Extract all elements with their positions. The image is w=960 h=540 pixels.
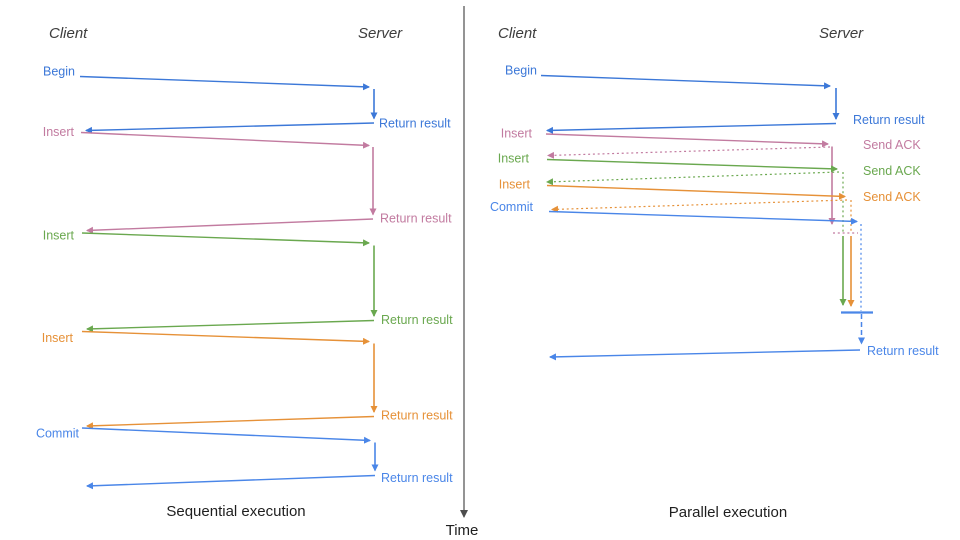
par-insert1-ack-arrow	[547, 146, 831, 159]
seq-insert2-request-arrow	[81, 232, 370, 247]
par-insert1-label: Insert	[501, 127, 533, 141]
seq-insert1-result-label: Return result	[380, 212, 452, 226]
seq-op-insert3: Insert Return result	[42, 330, 453, 430]
seq-insert2-return-arrow	[86, 319, 375, 333]
par-insert1-request-arrow	[545, 133, 829, 148]
par-insert2-ack-arrow	[546, 171, 840, 186]
par-begin-result-label: Return result	[853, 113, 925, 127]
seq-op-insert1: Insert Return result	[43, 125, 452, 234]
par-op-insert1: Insert Send ACK	[501, 127, 921, 234]
seq-commit-result-label: Return result	[381, 471, 453, 485]
par-insert3-request-arrow	[546, 184, 846, 200]
par-op-insert3: Insert Send ACK	[499, 178, 921, 307]
seq-begin-return-arrow	[85, 122, 375, 134]
par-insert2-label: Insert	[498, 152, 530, 166]
seq-insert3-label: Insert	[42, 331, 74, 345]
seq-insert3-result-label: Return result	[381, 409, 453, 423]
seq-begin-request-arrow	[79, 75, 370, 91]
par-server-header: Server	[819, 25, 864, 42]
seq-client-header: Client	[49, 25, 88, 42]
seq-insert1-request-arrow	[80, 131, 370, 149]
seq-commit-request-arrow	[81, 427, 371, 444]
sequential-panel: Client Server Begin Return result Insert…	[36, 25, 453, 520]
seq-insert2-result-label: Return result	[381, 313, 453, 327]
par-commit-label: Commit	[490, 200, 534, 214]
seq-insert3-request-arrow	[81, 330, 370, 345]
seq-op-insert2: Insert Return result	[43, 229, 453, 333]
par-commit-return-arrow	[549, 349, 861, 361]
par-commit-request-arrow	[548, 210, 858, 225]
seq-op-begin: Begin Return result	[43, 65, 451, 134]
par-op-begin: Begin Return result	[505, 64, 925, 134]
sequential-title: Sequential execution	[166, 503, 305, 520]
time-axis: Time	[446, 6, 479, 539]
par-insert2-ack-label: Send ACK	[863, 164, 921, 178]
par-begin-label: Begin	[505, 64, 537, 78]
seq-insert1-label: Insert	[43, 125, 75, 139]
par-insert1-ack-label: Send ACK	[863, 138, 921, 152]
par-begin-request-arrow	[540, 74, 831, 90]
parallel-title: Parallel execution	[669, 504, 787, 521]
par-op-insert2: Insert Send ACK	[498, 152, 921, 306]
seq-begin-label: Begin	[43, 65, 75, 79]
par-insert2-request-arrow	[546, 158, 838, 173]
par-commit-result-label: Return result	[867, 344, 939, 358]
seq-begin-result-label: Return result	[379, 117, 451, 131]
seq-server-header: Server	[358, 25, 403, 42]
seq-commit-label: Commit	[36, 427, 80, 441]
par-client-header: Client	[498, 25, 537, 42]
parallel-panel: Client Server Begin Return result Insert…	[490, 25, 939, 521]
seq-insert3-return-arrow	[86, 415, 375, 430]
seq-insert1-return-arrow	[86, 218, 374, 234]
par-insert3-label: Insert	[499, 178, 531, 192]
seq-insert2-label: Insert	[43, 229, 75, 243]
seq-commit-return-arrow	[86, 474, 376, 490]
time-axis-label: Time	[446, 522, 479, 539]
seq-op-commit: Commit Return result	[36, 427, 453, 490]
par-insert3-ack-arrow	[551, 199, 848, 213]
par-op-commit: Commit Return result	[490, 200, 939, 361]
par-begin-return-arrow	[546, 122, 837, 134]
par-insert3-ack-label: Send ACK	[863, 190, 921, 204]
